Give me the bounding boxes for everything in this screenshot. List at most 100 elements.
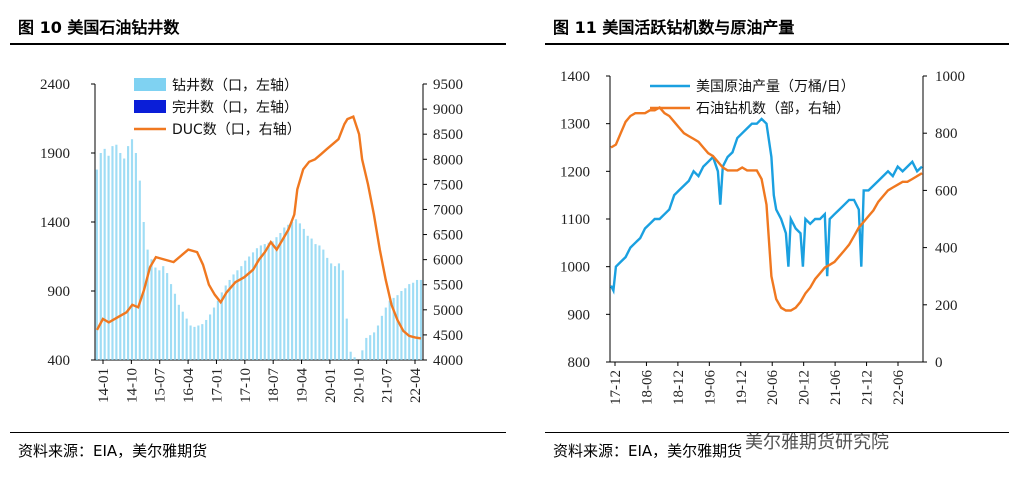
drilled-wells-bar [361, 350, 364, 360]
right-y-tick-label: 6500 [433, 228, 463, 244]
drilled-wells-bar [267, 242, 270, 360]
figure-10-title: 图 10 美国石油钻井数 [18, 18, 180, 37]
right-y-tick-label: 1000 [935, 69, 965, 85]
right-y-tick-label: 9000 [433, 102, 463, 118]
legend-completed-swatch [134, 100, 166, 113]
figure-11-title: 图 11 美国活跃钻机数与原油产量 [553, 18, 795, 37]
drilled-wells-bar [115, 144, 118, 360]
legend-label: 钻井数（口，左轴） [172, 78, 298, 94]
drilled-wells-bar [216, 300, 219, 360]
drilled-wells-bar [330, 263, 333, 360]
legend-label: 完井数（口，左轴） [172, 100, 298, 116]
x-tick-label: 20-10 [351, 368, 367, 403]
drilled-wells-bar [259, 245, 262, 360]
drilled-wells-bar [294, 219, 298, 360]
drilled-wells-bar [173, 293, 177, 360]
x-tick-label: 17-01 [209, 368, 225, 403]
x-tick-label: 19-12 [734, 370, 750, 405]
x-tick-label: 18-12 [671, 370, 687, 405]
drilled-wells-bar [369, 335, 372, 360]
drilled-wells-bar [248, 256, 251, 360]
drilled-wells-bar [244, 260, 247, 360]
drilled-wells-bar [388, 300, 391, 360]
drilled-wells-bar [111, 146, 114, 360]
drilled-wells-bar [224, 285, 227, 360]
drilled-wells-bar [337, 263, 341, 360]
left-y-tick-label: 1300 [560, 117, 590, 133]
x-tick-label: 18-07 [266, 368, 282, 403]
drilled-wells-bar [349, 351, 352, 360]
figure-10-bottom-rule [10, 432, 506, 433]
drilled-wells-bar [365, 337, 368, 360]
drilled-wells-bar [119, 153, 122, 360]
figure-11-top-rule [545, 43, 1009, 45]
x-tick-label: 17-12 [608, 370, 624, 405]
right-y-tick-label: 0 [935, 355, 943, 371]
legend-drilled-swatch [134, 78, 166, 91]
drilled-wells-bar [419, 279, 423, 360]
drilled-wells-bar [212, 307, 216, 360]
left-y-tick-label: 1900 [40, 146, 70, 162]
right-y-tick-label: 800 [935, 126, 958, 142]
drilled-wells-bar [251, 252, 255, 360]
drilled-wells-bar [193, 326, 196, 360]
figure-10-top-rule [10, 43, 506, 45]
drilled-wells-bar [396, 295, 399, 360]
x-tick-label: 19-06 [702, 370, 718, 405]
figure-10-panel: 图 10 美国石油钻井数 400 900 1400 1900 2400 4000 4500 5… [10, 18, 506, 460]
x-tick-label: 20-06 [765, 370, 781, 405]
right-y-tick-label: 5000 [433, 303, 463, 319]
right-y-tick-label: 4500 [433, 328, 463, 344]
drilled-wells-bar [154, 267, 157, 360]
legend-label: DUC数（口，右轴） [172, 122, 301, 138]
x-tick-label: 14-10 [124, 368, 140, 403]
x-tick-label: 19-04 [295, 368, 311, 403]
drilled-wells-bar [384, 307, 387, 360]
drilled-wells-bar [127, 146, 130, 360]
left-y-tick-label: 800 [568, 355, 591, 371]
figure-11-source: 资料来源：EIA，美尔雅期货 [553, 442, 743, 460]
right-y-tick-label: 400 [935, 241, 958, 257]
right-y-tick-label: 200 [935, 298, 958, 314]
x-tick-label: 21-12 [860, 370, 876, 405]
drilled-wells-bar [177, 304, 180, 360]
drilled-wells-bar [353, 357, 356, 360]
x-tick-label: 16-04 [181, 368, 197, 403]
drilled-wells-bar [263, 244, 266, 360]
right-y-tick-label: 7500 [433, 177, 463, 193]
drilled-wells-bar [123, 158, 126, 360]
drilled-wells-bar [404, 288, 407, 360]
watermark-text: 美尔雅期货研究院 [745, 432, 889, 453]
crude-production-line [609, 117, 923, 295]
left-y-tick-label: 1100 [561, 212, 590, 228]
right-y-tick-label: 4000 [433, 353, 463, 369]
drilled-wells-bar [310, 238, 313, 360]
drilled-wells-bar [306, 235, 309, 360]
drilled-wells-bar [169, 284, 173, 360]
legend-label: 美国原油产量（万桶/日） [696, 79, 855, 95]
oil-rig-count-line [610, 105, 923, 312]
x-tick-label: 17-10 [238, 368, 254, 403]
drilled-wells-bar [181, 311, 184, 360]
x-tick-label: 20-01 [323, 368, 339, 403]
figure-11-bottom-rule [545, 432, 1009, 433]
drilled-wells-bar [236, 270, 239, 360]
drilled-wells-bar [220, 292, 223, 360]
drilled-wells-bar [287, 224, 290, 360]
left-y-tick-label: 1400 [560, 69, 590, 85]
figure-11-chart: 800 900 1000 1100 1200 1300 1400 0 200 400 600 800 1… [560, 69, 965, 405]
x-tick-label: 22-04 [408, 368, 424, 403]
figure-11-panel: 图 11 美国活跃钻机数与原油产量 800 900 1000 1100 1200 1300… [535, 0, 1023, 488]
drilled-wells-bar [228, 279, 231, 360]
drilled-wells-bar [415, 279, 419, 360]
drilled-wells-bar [322, 249, 325, 360]
drilled-wells-bar [341, 270, 344, 360]
x-tick-label: 14-01 [96, 368, 112, 403]
drilled-wells-bar [158, 270, 161, 360]
x-tick-label: 22-06 [891, 370, 907, 405]
right-y-tick-label: 8000 [433, 152, 463, 168]
x-tick-label: 21-07 [380, 368, 396, 403]
drilled-wells-bar [314, 244, 317, 360]
drilled-wells-bar [271, 241, 274, 360]
left-y-tick-label: 1400 [40, 215, 70, 231]
